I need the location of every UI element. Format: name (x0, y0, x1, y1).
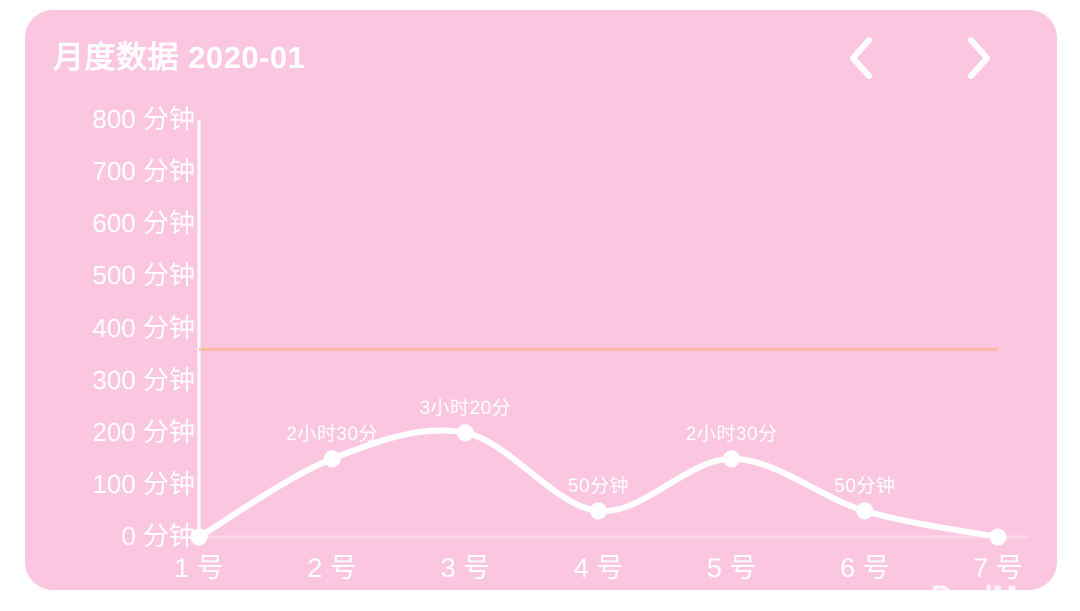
y-axis-tick-label: 600 分钟 (92, 208, 195, 239)
data-point[interactable] (723, 450, 741, 468)
next-month-button[interactable] (951, 30, 1007, 86)
x-axis-tick-label: 1 号 (174, 553, 224, 583)
data-point[interactable] (323, 450, 341, 468)
data-point-labels: 2小时30分 3小时20分 50分钟 2小时30分 50分钟 (25, 10, 1057, 590)
data-point-label: 3小时20分 (419, 397, 512, 419)
x-axis-tick-label: 4 号 (573, 553, 624, 583)
x-axis-tick-label: 7 号 (973, 553, 1023, 583)
x-axis-tick-label: 6 号 (840, 553, 890, 583)
y-axis-tick-label: 700 分钟 (92, 156, 195, 187)
x-axis-tick-label: 3 号 (440, 553, 491, 583)
x-axis-labels: 1 号 2 号 3 号 4 号 5 号 6 号 7 号 (25, 10, 1057, 590)
data-point[interactable] (989, 528, 1007, 546)
watermark: DealMoon (931, 580, 1057, 590)
y-axis-tick-label: 0 分钟 (121, 521, 195, 551)
data-point[interactable] (190, 528, 208, 546)
card-header: 月度数据 2020-01 (25, 10, 1057, 110)
y-axis-tick-label: 500 分钟 (92, 260, 195, 291)
x-axis-tick-label: 5 号 (706, 553, 757, 583)
data-point[interactable] (856, 502, 874, 520)
data-point-label: 50分钟 (567, 475, 630, 497)
chart-canvas (190, 120, 1029, 546)
data-points (190, 424, 1007, 546)
line-chart: 0 分钟 100 分钟 200 分钟 300 分钟 400 分钟 500 分钟 600 分钟… (25, 10, 1057, 590)
chevron-right-icon (964, 35, 994, 81)
y-axis-tick-label: 800 分钟 (92, 104, 195, 134)
y-axis-tick-label: 100 分钟 (92, 468, 195, 499)
data-point-label: 2小时30分 (685, 423, 778, 445)
y-axis-tick-label: 200 分钟 (92, 416, 195, 447)
data-point[interactable] (590, 502, 607, 520)
data-point[interactable] (456, 424, 474, 442)
previous-month-button[interactable] (833, 30, 889, 86)
y-axis-tick-label: 300 分钟 (92, 364, 195, 395)
x-axis-tick-label: 2 号 (307, 553, 357, 583)
y-axis-tick-label: 400 分钟 (92, 312, 195, 343)
chevron-left-icon (846, 35, 876, 81)
data-point-label: 2小时30分 (286, 423, 379, 445)
monthly-data-card: 月度数据 2020-01 (25, 10, 1057, 590)
y-axis-labels: 0 分钟 100 分钟 200 分钟 300 分钟 400 分钟 500 分钟 600 分钟… (35, 10, 195, 590)
page-title: 月度数据 2020-01 (53, 40, 306, 75)
data-point-label: 50分钟 (834, 475, 896, 497)
